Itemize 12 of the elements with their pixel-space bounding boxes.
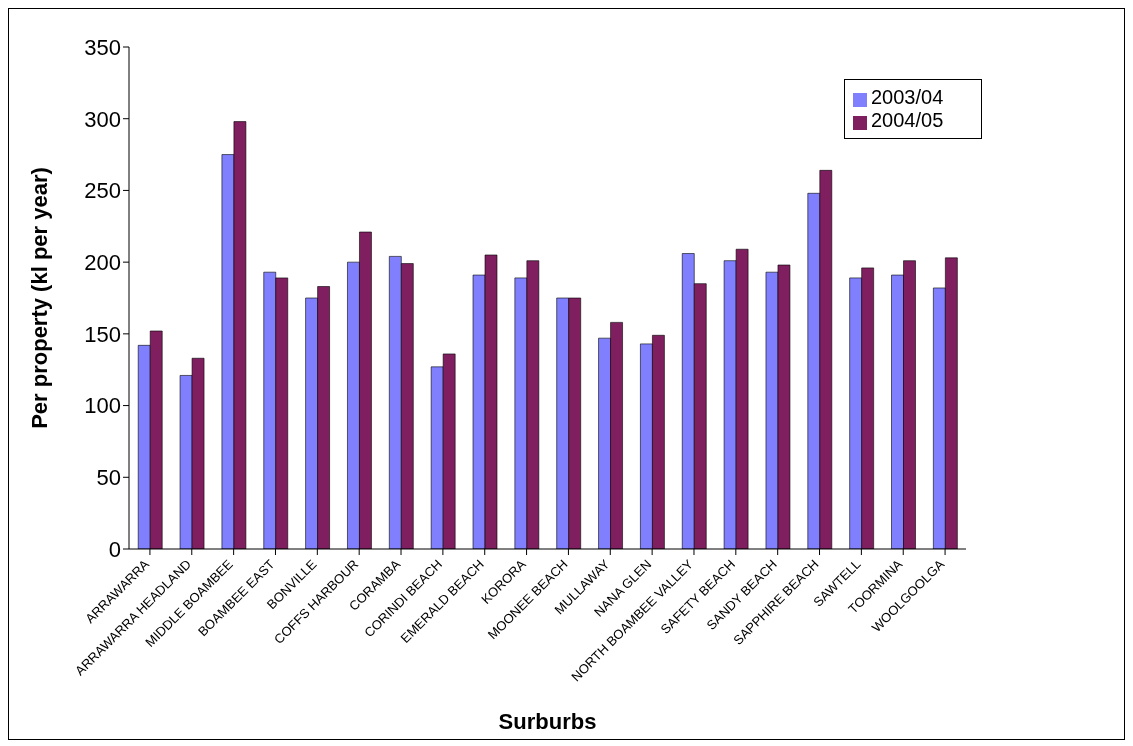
y-tick-label: 250 <box>84 178 121 204</box>
y-tick-label: 150 <box>84 321 121 347</box>
y-tick-label: 0 <box>108 536 121 562</box>
x-axis-title: Surburbs <box>498 709 597 734</box>
y-tick-label: 200 <box>84 249 121 275</box>
y-tick-label: 300 <box>84 106 121 132</box>
legend-label: 2004/05 <box>871 109 944 131</box>
y-axis-title: Per property (kl per year) <box>26 167 52 429</box>
legend-label: 2003/04 <box>871 86 944 108</box>
y-tick-label: 350 <box>84 34 121 60</box>
y-tick-label: 100 <box>84 393 121 419</box>
y-tick-label: 50 <box>96 465 121 491</box>
